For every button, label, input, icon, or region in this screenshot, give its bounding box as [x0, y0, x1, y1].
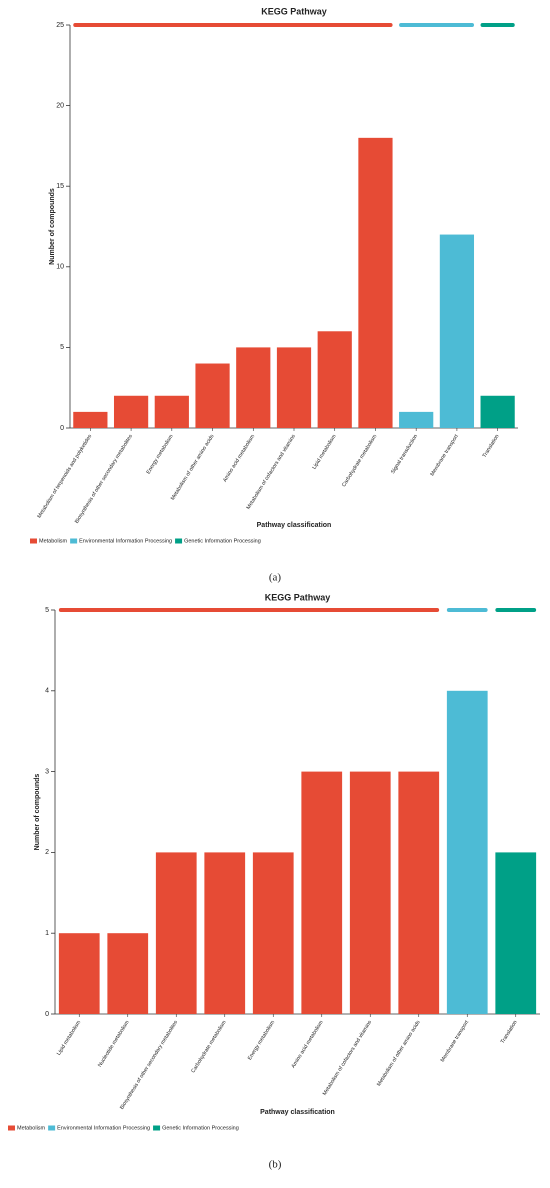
bar — [398, 771, 440, 1014]
bar — [495, 852, 537, 1014]
x-tick-label: Translation — [500, 1020, 519, 1045]
x-tick-label: Carbohydrate metabolism — [190, 1019, 228, 1074]
legend-label: Genetic Information Processing — [184, 538, 261, 544]
y-tick-label: 0 — [45, 1011, 49, 1018]
bar — [349, 771, 391, 1014]
bar — [73, 411, 108, 428]
y-axis-label: Number of compounds — [49, 188, 56, 265]
x-tick-label: Translation — [482, 434, 501, 459]
bar — [236, 347, 271, 428]
bar — [195, 363, 230, 428]
bar — [107, 933, 149, 1014]
legend-swatch — [153, 1125, 161, 1131]
y-tick-label: 0 — [60, 425, 64, 432]
legend-swatch — [70, 538, 78, 544]
x-tick-label: Metabolism of cofactors and vitamins — [322, 1019, 373, 1096]
x-tick-label: Membrane transport — [440, 1019, 471, 1063]
x-axis-label: Pathway classification — [257, 522, 332, 529]
bar — [113, 395, 149, 428]
legend-label: Environmental Information Processing — [79, 538, 172, 544]
bar — [439, 234, 475, 428]
bar — [317, 331, 352, 428]
legend-label: Metabolism — [17, 1125, 46, 1131]
legend-label: Environmental Information Processing — [57, 1125, 150, 1131]
x-tick-label: Energy metabolism — [247, 1019, 276, 1061]
bar — [204, 852, 246, 1014]
y-tick-label: 10 — [56, 264, 64, 271]
x-tick-label: Biosynthesis of other secondary metaboli… — [119, 1019, 179, 1110]
bar — [252, 852, 294, 1014]
bar — [154, 395, 189, 428]
y-tick-label: 5 — [60, 344, 64, 351]
x-tick-label: Metabolism of cofactors and vitamins — [246, 433, 297, 510]
y-tick-label: 15 — [56, 183, 64, 190]
x-tick-label: Lipid metabolism — [311, 433, 337, 470]
bar — [301, 771, 343, 1014]
caption: (a) — [269, 572, 282, 584]
y-tick-label: 1 — [45, 930, 49, 937]
caption: (b) — [269, 1159, 282, 1171]
y-axis-label: Number of compounds — [34, 774, 41, 851]
x-tick-label: Amino acid metabolism — [222, 433, 256, 483]
x-tick-label: Metabolism of other amino acids — [170, 433, 216, 501]
legend-swatch — [8, 1125, 15, 1131]
y-tick-label: 2 — [45, 849, 49, 856]
bar — [155, 852, 197, 1014]
bar — [480, 395, 515, 428]
bar — [399, 411, 434, 428]
chart-title: KEGG Pathway — [265, 592, 331, 602]
bar — [358, 137, 393, 428]
legend-swatch — [30, 538, 37, 544]
legend-swatch — [48, 1125, 56, 1131]
x-tick-label: Signal transduction — [390, 434, 419, 475]
bar — [58, 933, 100, 1014]
y-tick-label: 5 — [45, 607, 49, 614]
x-tick-label: Nucleotide metabolism — [97, 1019, 131, 1068]
chart-title: KEGG Pathway — [261, 6, 327, 16]
x-tick-label: Membrane transport — [429, 433, 460, 477]
y-tick-label: 20 — [56, 102, 64, 109]
x-tick-label: Metabolism of other amino acids — [376, 1019, 422, 1087]
y-tick-label: 4 — [45, 688, 49, 695]
y-tick-label: 25 — [56, 22, 64, 29]
x-axis-label: Pathway classification — [260, 1109, 335, 1116]
legend-swatch — [175, 538, 183, 544]
x-tick-label: Energy metabolism — [146, 433, 175, 475]
bar — [446, 690, 488, 1014]
y-tick-label: 3 — [45, 768, 49, 775]
x-tick-label: Lipid metabolism — [56, 1019, 82, 1056]
legend-label: Metabolism — [39, 538, 68, 544]
legend-label: Genetic Information Processing — [162, 1125, 239, 1131]
x-tick-label: Amino acid metabolism — [291, 1019, 325, 1069]
bar — [276, 347, 312, 428]
x-tick-label: Carbohydrate metabolism — [341, 433, 379, 488]
